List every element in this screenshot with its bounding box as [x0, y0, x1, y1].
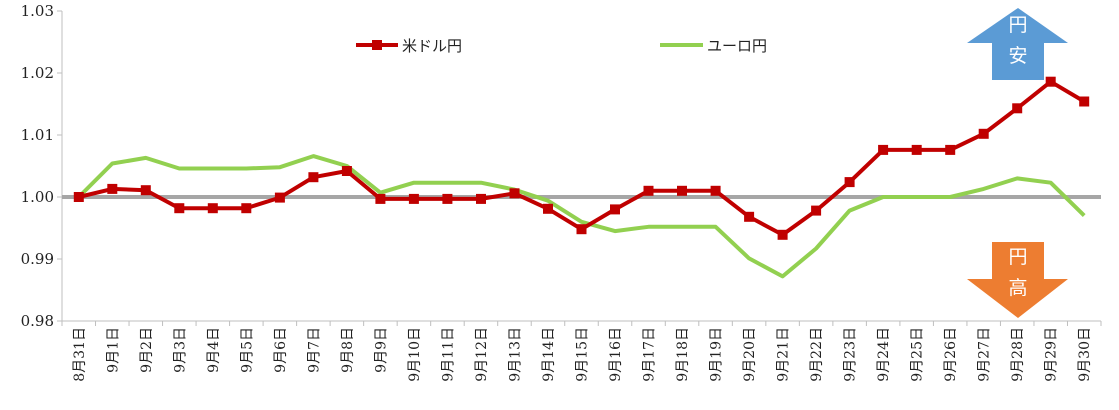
x-tick-label: 9月16日 [608, 327, 624, 382]
down-arrow-shape [967, 242, 1068, 318]
data-point-usdjpy [677, 185, 687, 196]
data-point-usdjpy [543, 203, 553, 214]
data-point-usdjpy [945, 144, 956, 155]
legend: 米ドル円 ユーロ円 [356, 37, 767, 55]
data-point-usdjpy [509, 188, 520, 199]
x-tick-label: 8月31日 [72, 327, 88, 382]
series-layer [73, 76, 1090, 279]
yen-weak-arrow: 円 安 [967, 8, 1068, 80]
x-tick-label: 9月23日 [843, 327, 859, 382]
x-tick-label: 9月10日 [407, 327, 423, 382]
y-tick-label: 0.98 [21, 312, 54, 330]
data-point-usdjpy [978, 128, 989, 139]
data-point-usdjpy [476, 193, 486, 204]
x-tick-label: 9月21日 [776, 327, 792, 382]
series-line-eurjpy [77, 154, 1086, 279]
x-tick-label: 9月24日 [876, 327, 892, 382]
x-tick-label: 9月29日 [1044, 327, 1060, 382]
data-point-usdjpy [878, 144, 889, 155]
data-point-usdjpy [1045, 76, 1056, 87]
data-point-usdjpy [643, 185, 654, 196]
data-point-usdjpy [140, 185, 151, 196]
data-point-usdjpy [341, 166, 352, 176]
data-point-usdjpy [207, 203, 218, 214]
y-tick-label: 1.03 [21, 2, 54, 20]
up-arrow-shape [967, 8, 1068, 80]
data-point-usdjpy [1012, 103, 1023, 114]
x-tick-label: 9月20日 [742, 327, 758, 382]
yen-strong-label-line2: 高 [1008, 277, 1027, 299]
x-tick-label: 9月14日 [541, 327, 557, 382]
y-tick-label: 1.02 [21, 64, 54, 82]
x-tick-label: 9月5日 [239, 327, 255, 373]
data-point-usdjpy [744, 211, 755, 222]
x-tick-label: 9月19日 [709, 327, 725, 382]
data-point-usdjpy [576, 224, 587, 235]
x-tick-label: 9月25日 [910, 327, 926, 382]
data-point-usdjpy [107, 183, 118, 194]
legend-label-eurjpy: ユーロ円 [707, 37, 767, 55]
x-tick-label: 9月12日 [474, 327, 490, 382]
data-point-usdjpy [408, 193, 419, 204]
y-tick-label: 1.01 [21, 126, 54, 144]
yen-strong-arrow: 円 高 [967, 242, 1068, 318]
yen-weak-label-line1: 円 [1008, 14, 1027, 36]
data-point-usdjpy [174, 203, 185, 214]
x-tick-label: 9月13日 [507, 327, 523, 382]
legend-marker-usdjpy [372, 40, 382, 50]
x-tick-label: 9月30日 [1077, 327, 1093, 382]
data-point-usdjpy [308, 172, 319, 183]
x-tick-label: 9月22日 [809, 327, 825, 382]
yen-weak-label-line2: 安 [1008, 45, 1027, 67]
x-tick-label: 9月6日 [273, 327, 289, 373]
x-tick-label: 9月27日 [977, 327, 993, 382]
data-point-usdjpy [73, 192, 84, 202]
data-point-usdjpy [274, 192, 285, 203]
x-tick-label: 9月9日 [373, 327, 389, 373]
x-tick-label: 9月7日 [306, 327, 322, 373]
data-point-usdjpy [1079, 96, 1090, 107]
x-tick-label: 9月17日 [642, 327, 658, 382]
x-axis-ticks: 8月31日 9月1日 9月2日 9月3日 9月4日 9月5日 9月6日 9月7日 9月8日 9月9… [61, 321, 1102, 382]
x-tick-label: 9月2日 [139, 327, 155, 373]
data-point-usdjpy [610, 204, 620, 215]
legend-label-usdjpy: 米ドル円 [402, 37, 462, 55]
data-point-usdjpy [241, 203, 252, 214]
y-tick-label: 1.00 [21, 188, 54, 206]
axes [61, 11, 1101, 322]
data-point-usdjpy [777, 229, 788, 240]
data-point-usdjpy [375, 193, 386, 204]
x-tick-label: 9月15日 [575, 327, 591, 382]
x-tick-label: 9月11日 [440, 327, 456, 382]
series-line-usdjpy [78, 79, 1086, 237]
x-tick-label: 9月1日 [105, 327, 121, 373]
y-tick-label: 0.99 [21, 250, 54, 268]
data-point-usdjpy [442, 193, 453, 204]
data-point-usdjpy [710, 185, 721, 196]
x-tick-label: 9月3日 [172, 327, 188, 373]
data-point-usdjpy [811, 205, 822, 216]
yen-strong-label-line1: 円 [1008, 246, 1027, 268]
x-tick-label: 9月28日 [1010, 327, 1026, 382]
x-tick-label: 9月8日 [340, 327, 356, 373]
x-tick-label: 9月18日 [675, 327, 691, 382]
x-tick-label: 9月4日 [206, 327, 222, 373]
x-tick-label: 9月26日 [943, 327, 959, 382]
y-axis-ticks: 0.98 0.99 1.00 1.01 1.02 1.03 [21, 2, 62, 330]
data-point-usdjpy [844, 177, 855, 188]
data-point-usdjpy [911, 144, 922, 155]
